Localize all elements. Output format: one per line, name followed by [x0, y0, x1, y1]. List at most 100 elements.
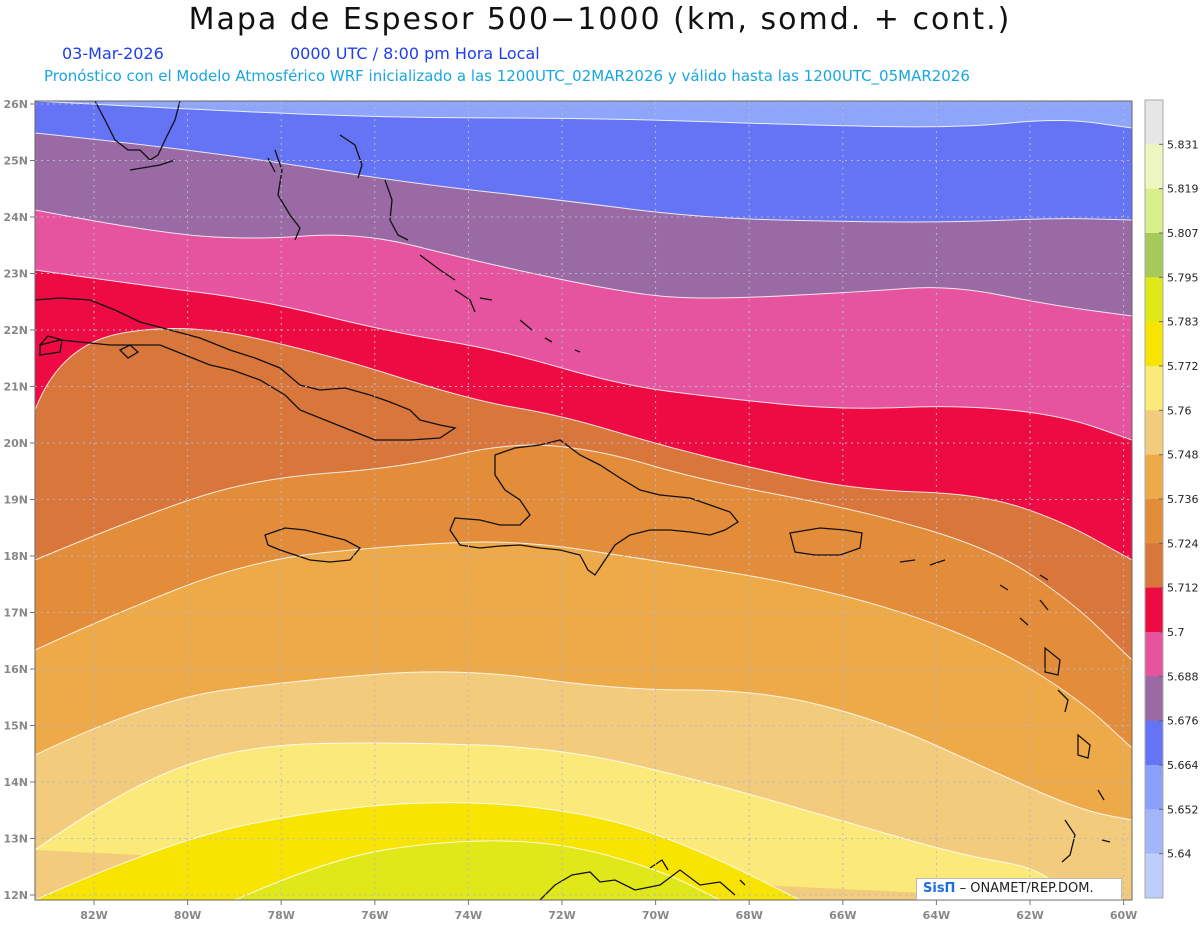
lat-label-0: 26N [3, 98, 28, 111]
colorbar-label-9: 5.724 [1167, 537, 1199, 550]
lat-lon-grid [35, 101, 1132, 900]
colorbar-segment-7 [1145, 410, 1163, 456]
time-label: 0000 UTC / 8:00 pm Hora Local [290, 44, 540, 63]
coastline-2 [274, 149, 301, 241]
lon-label-4: 74W [455, 909, 482, 922]
colorbar-label-5: 5.772 [1167, 360, 1199, 373]
contour-line-11 [234, 840, 721, 900]
colorbar-label-0: 5.831 [1167, 138, 1199, 151]
coastline-13 [39, 335, 63, 356]
colorbar-segment-14 [1145, 720, 1163, 766]
coastlines [35, 101, 1111, 900]
coastline-20 [999, 584, 1009, 591]
lat-label-11: 15N [3, 720, 28, 733]
coastline-25 [1057, 689, 1069, 713]
lon-label-7: 68W [735, 909, 762, 922]
lat-label-7: 19N [3, 494, 28, 507]
longitude-labels: 82W 80W 78W 76W 74W 72W 70W 68W 66W 64W 62W 60W [80, 900, 1137, 922]
coastline-18 [899, 559, 916, 563]
colorbar-segment-9 [1145, 499, 1163, 544]
colorbar-label-15: 5.652 [1167, 803, 1199, 816]
colorbar-segment-4 [1145, 277, 1163, 323]
coastline-26 [1077, 733, 1091, 759]
sispi-logo: SisΠ [923, 881, 956, 896]
latitude-labels: 26N 25N 24N 23N 22N 21N 20N 19N 18N 17N 16N 15N 14N 1… [3, 98, 35, 902]
colorbar-segment-13 [1145, 676, 1163, 722]
colorbar-label-1: 5.819 [1167, 183, 1199, 196]
coastline-7 [454, 289, 476, 313]
coastline-29 [1101, 839, 1111, 843]
thickness-band-11 [235, 840, 720, 900]
coastline-30 [539, 869, 736, 900]
colorbar-label-8: 5.736 [1167, 493, 1199, 506]
colorbar-segment-6 [1145, 366, 1163, 411]
lat-label-8: 18N [3, 550, 28, 563]
colorbar-label-10: 5.712 [1167, 582, 1199, 595]
contour-line-4 [35, 269, 1132, 441]
contour-line-1 [35, 101, 1132, 129]
lat-label-1: 25N [3, 155, 28, 168]
colorbar-segment-10 [1145, 543, 1163, 589]
coastline-21 [1039, 574, 1049, 581]
lon-label-0: 82W [80, 909, 107, 922]
lon-label-2: 78W [267, 909, 294, 922]
lat-label-2: 24N [3, 211, 28, 224]
coastline-0 [94, 101, 181, 161]
colorbar-segment-8 [1145, 454, 1163, 500]
contour-line-9 [35, 742, 1071, 900]
lat-label-9: 17N [3, 607, 28, 620]
lat-label-10: 16N [3, 663, 28, 676]
colorbar-label-3: 5.795 [1167, 271, 1199, 284]
coastline-10 [544, 337, 553, 343]
credit-box: SisΠ – ONAMET/REP.DOM. [916, 878, 1122, 900]
coastline-32 [739, 879, 746, 886]
colorbar-label-6: 5.76 [1167, 404, 1192, 417]
map-frame [34, 100, 1133, 901]
contour-line-6 [35, 444, 1132, 661]
colorbar-label-16: 5.64 [1167, 848, 1192, 861]
coastline-3 [339, 134, 363, 179]
lon-label-8: 66W [829, 909, 856, 922]
colorbar-label-7: 5.748 [1167, 449, 1199, 462]
colorbar-label-12: 5.688 [1167, 670, 1199, 683]
map-title: Mapa de Espesor 500−1000 (km, somd. + co… [188, 2, 1012, 37]
date-label: 03-Mar-2026 [62, 44, 164, 63]
coastline-22 [1039, 599, 1049, 611]
colorbar-segment-17 [1145, 853, 1163, 899]
contour-line-7 [35, 541, 1132, 749]
contour-line-3 [35, 209, 1132, 317]
colorbar-label-11: 5.7 [1167, 626, 1185, 639]
coastline-24 [1044, 646, 1061, 676]
lat-label-14: 12N [3, 889, 28, 902]
lat-label-3: 23N [3, 268, 28, 281]
colorbar-segment-16 [1145, 809, 1163, 855]
coastline-16 [449, 439, 739, 576]
colorbar-label-4: 5.783 [1167, 316, 1199, 329]
lat-label-5: 21N [3, 381, 28, 394]
colorbar-segment-0 [1145, 100, 1163, 145]
coastline-31 [649, 859, 669, 871]
coastline-27 [1097, 789, 1105, 801]
colorbar-label-13: 5.676 [1167, 715, 1199, 728]
colorbar-segment-3 [1145, 233, 1163, 278]
coastline-12 [35, 297, 457, 441]
lon-label-1: 80W [174, 909, 201, 922]
lon-label-6: 70W [642, 909, 669, 922]
forecast-description: Pronóstico con el Modelo Atmosférico WRF… [44, 67, 970, 85]
colorbar-segment-15 [1145, 765, 1163, 810]
contour-line-8 [35, 671, 1132, 821]
lon-label-10: 62W [1016, 909, 1043, 922]
coastline-19 [929, 559, 946, 566]
coastline-5 [384, 179, 409, 241]
coastline-23 [1019, 617, 1029, 626]
lat-label-13: 13N [3, 833, 28, 846]
credit-text: – ONAMET/REP.DOM. [959, 881, 1094, 896]
lat-label-12: 14N [3, 776, 28, 789]
color-scale-bar: 5.831 5.819 5.807 5.795 5.783 5.772 5.76 5.748 5… [1144, 99, 1199, 899]
lon-label-11: 60W [1110, 909, 1137, 922]
coastline-17 [789, 527, 863, 556]
coastline-1 [129, 159, 176, 171]
lon-label-9: 64W [923, 909, 950, 922]
contour-line-5 [35, 328, 1132, 561]
coastline-11 [574, 349, 581, 353]
